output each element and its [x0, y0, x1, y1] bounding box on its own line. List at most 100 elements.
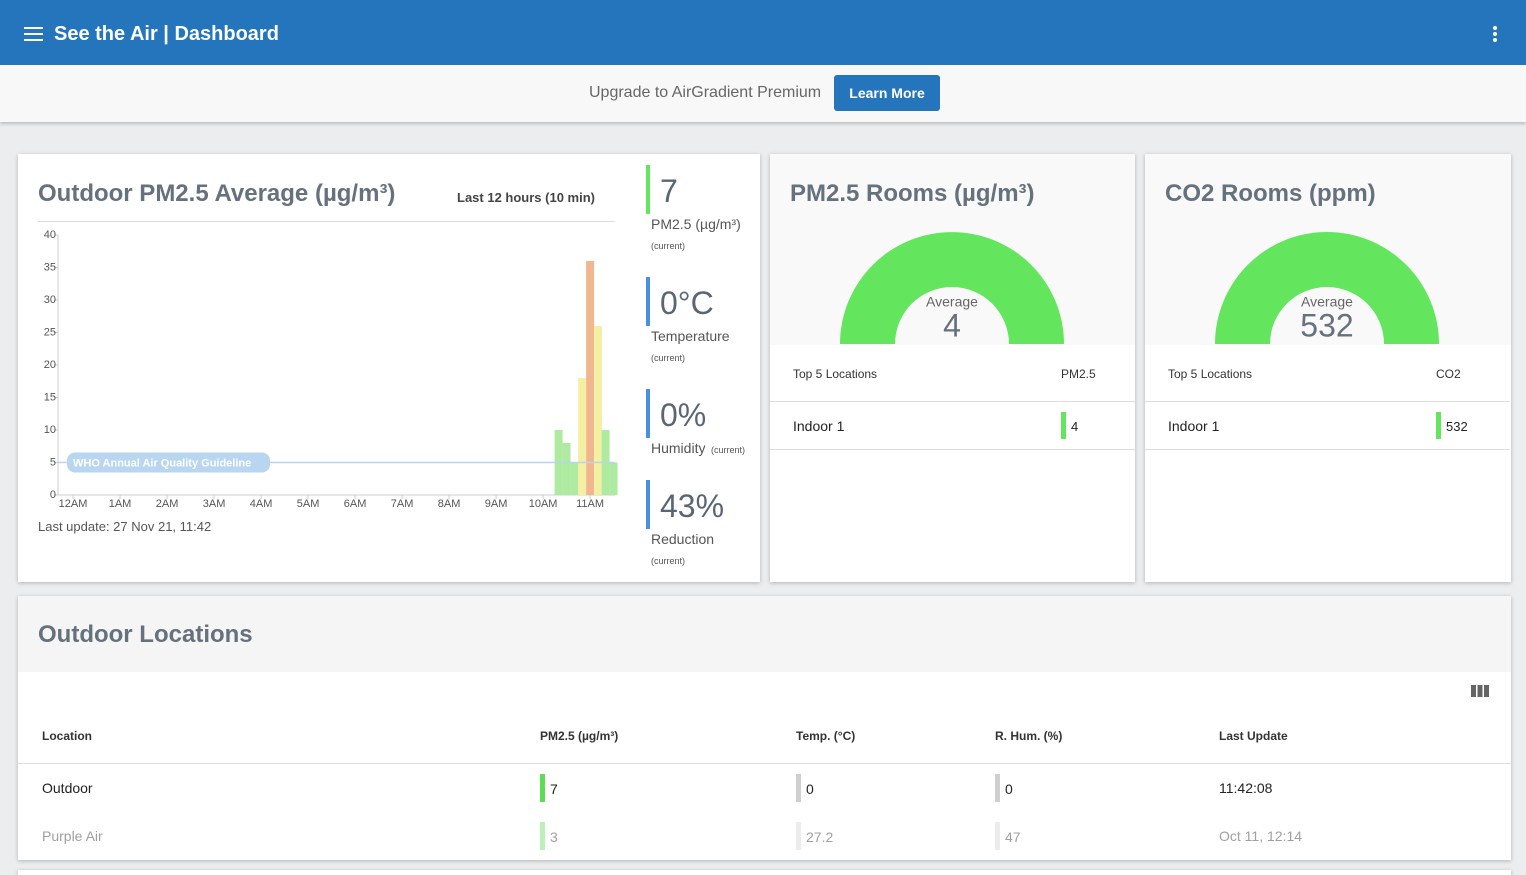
indicator	[995, 774, 1000, 802]
cell: 0	[806, 780, 814, 797]
stat-note: (current)	[711, 444, 746, 455]
next-card	[18, 870, 1511, 875]
row-rule	[1145, 449, 1510, 450]
cell: 3	[550, 828, 558, 845]
app-bar	[0, 0, 1526, 65]
x-tick-label: 6AM	[344, 498, 367, 510]
cell: 27.2	[806, 828, 834, 845]
x-tick-label: 2AM	[156, 498, 179, 510]
gauge	[1215, 232, 1439, 344]
stat-indicator	[646, 389, 650, 438]
learn-more-button[interactable]: Learn More	[834, 75, 940, 111]
x-tick-label: 9AM	[485, 498, 508, 510]
guideline-label: WHO Annual Air Quality Guideline	[73, 457, 251, 469]
stat-value: 43%	[660, 487, 725, 524]
outdoor-locations-card	[18, 596, 1511, 860]
stat-label: PM2.5 (µg/m³)	[651, 215, 741, 232]
bar	[609, 462, 618, 495]
stat-label: Temperature	[651, 327, 730, 344]
y-tick-label: 25	[44, 326, 56, 338]
indicator	[540, 822, 545, 850]
cell: 47	[1005, 828, 1021, 845]
guideline-label-bg	[67, 452, 270, 473]
x-tick-label: 10AM	[529, 498, 558, 510]
title-rule	[38, 221, 615, 222]
stat-indicator	[646, 165, 650, 214]
stat-note: (current)	[651, 352, 686, 363]
card-title: Outdoor PM2.5 Average (µg/m³)	[38, 179, 396, 207]
indicator	[1436, 412, 1441, 439]
column-header: PM2.5 (µg/m³)	[540, 728, 619, 743]
cell: Outdoor	[42, 779, 93, 796]
row-rule	[770, 401, 1135, 402]
bar	[562, 443, 571, 495]
y-tick-label: 10	[44, 424, 56, 436]
stat-label: Humidity	[651, 439, 706, 456]
x-tick-label: 7AM	[391, 498, 414, 510]
app-title: See the Air | Dashboard	[54, 23, 279, 45]
stat-value: 7	[660, 172, 678, 209]
x-tick-label: 5AM	[297, 498, 320, 510]
value: 532	[1446, 419, 1468, 435]
y-tick-label: 35	[44, 261, 56, 273]
bar	[594, 326, 603, 495]
banner-text: Upgrade to AirGradient Premium	[589, 84, 822, 102]
stat-note: (current)	[651, 240, 686, 251]
more-icon[interactable]	[1490, 25, 1500, 43]
x-tick-label: 4AM	[250, 498, 273, 510]
cell: 11:42:08	[1219, 779, 1273, 796]
period: Last 12 hours (10 min)	[457, 190, 595, 206]
header-rule	[18, 763, 1511, 764]
x-tick-label: 3AM	[203, 498, 226, 510]
table-header: CO2	[1436, 366, 1461, 381]
stat-value: 0%	[660, 396, 707, 433]
column-header: Last Update	[1219, 728, 1288, 743]
card-title: CO2 Rooms (ppm)	[1165, 179, 1376, 207]
gauge-value: 532	[1300, 307, 1353, 343]
gauge-value: 4	[943, 307, 961, 343]
location: Indoor 1	[793, 417, 845, 434]
gauge-label: Average	[926, 294, 978, 310]
menu-icon[interactable]	[24, 26, 44, 42]
indicator	[796, 774, 801, 802]
y-tick-label: 15	[44, 391, 56, 403]
cell: 0	[1005, 780, 1013, 797]
cell: Purple Air	[42, 827, 103, 844]
stat-note: (current)	[651, 555, 686, 566]
card-title: Outdoor Locations	[38, 620, 253, 648]
gauge	[840, 232, 1064, 344]
x-tick-label: 11AM	[576, 498, 604, 510]
row-rule	[1145, 401, 1510, 402]
co2-rooms-card	[1145, 154, 1511, 582]
columns-icon[interactable]	[1471, 685, 1489, 697]
outdoor-card	[18, 154, 760, 582]
x-tick-label: 12AM	[59, 498, 88, 510]
indicator	[796, 822, 801, 850]
column-header: Temp. (°C)	[796, 728, 856, 743]
location: Indoor 1	[1168, 417, 1220, 434]
last-update: Last update: 27 Nov 21, 11:42	[38, 519, 212, 535]
bar	[586, 261, 595, 495]
bar	[578, 378, 587, 495]
column-header: Location	[42, 728, 92, 743]
gauge-label: Average	[1301, 294, 1353, 310]
table-header: Top 5 Locations	[793, 366, 878, 381]
stat-indicator	[646, 480, 650, 529]
value: 4	[1071, 419, 1079, 435]
stat-value: 0°C	[660, 284, 714, 321]
y-tick-label: 5	[50, 456, 56, 468]
cell: 7	[550, 780, 558, 797]
stat-indicator	[646, 277, 650, 326]
stat-label: Reduction	[651, 530, 715, 547]
column-header: R. Hum. (%)	[995, 728, 1063, 743]
cell: Oct 11, 12:14	[1219, 827, 1303, 844]
indicator	[540, 774, 545, 802]
row-rule	[770, 449, 1135, 450]
table-header: Top 5 Locations	[1168, 366, 1253, 381]
y-tick-label: 0	[50, 489, 56, 501]
indicator	[995, 822, 1000, 850]
bar	[570, 462, 579, 495]
card-title: PM2.5 Rooms (µg/m³)	[790, 179, 1035, 207]
